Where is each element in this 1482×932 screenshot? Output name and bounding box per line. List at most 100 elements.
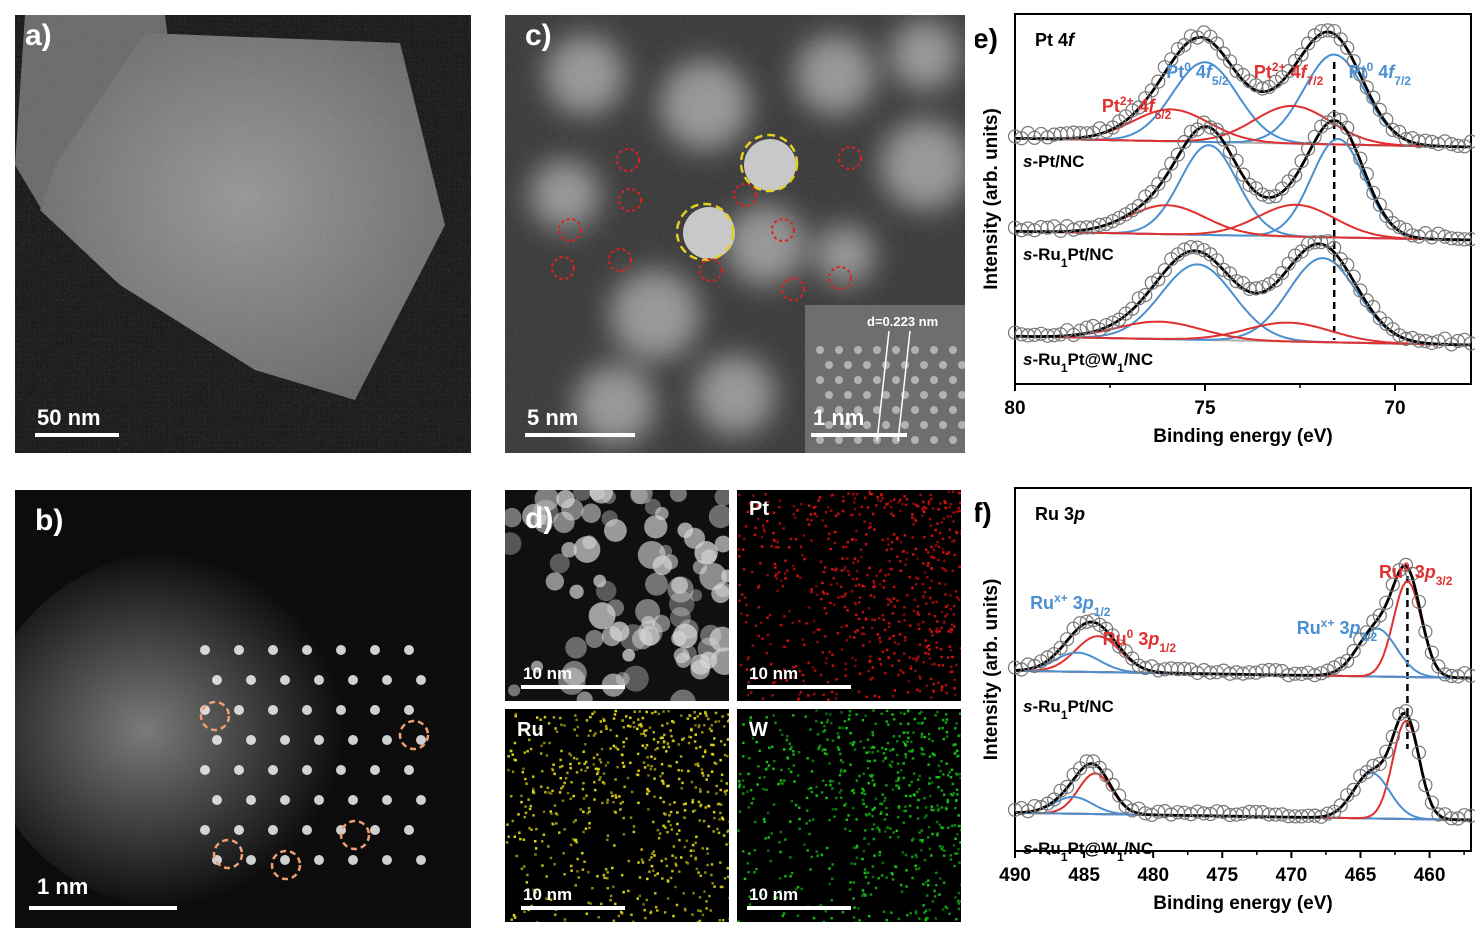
eds-pixel — [716, 827, 719, 831]
eds-pixel — [589, 715, 592, 719]
eds-pixel — [912, 837, 915, 840]
eds-pixel — [760, 621, 763, 624]
eds-pixel — [917, 721, 920, 725]
eds-pixel — [829, 713, 832, 716]
eds-pixel — [823, 606, 826, 610]
eds-pixel — [683, 816, 686, 819]
eds-pixel — [583, 762, 586, 765]
eds-pixel — [789, 770, 793, 774]
raw-data-point — [1366, 185, 1381, 200]
eds-pixel — [875, 574, 879, 578]
eds-pixel — [639, 722, 643, 726]
eds-pixel — [838, 773, 842, 777]
eds-pixel — [662, 824, 665, 828]
eds-pixel — [792, 764, 796, 767]
eds-pixel — [753, 533, 757, 537]
eds-pixel — [821, 590, 825, 593]
eds-pixel — [662, 800, 665, 804]
raw-data-point — [1307, 129, 1322, 144]
eds-pixel — [897, 784, 901, 788]
eds-pixel — [916, 806, 919, 809]
eds-pixel — [710, 743, 713, 747]
eds-pixel — [741, 850, 745, 853]
eds-pixel — [749, 716, 753, 719]
eds-pixel — [540, 840, 544, 843]
eds-pixel — [909, 667, 913, 670]
eds-pixel — [904, 636, 907, 639]
eds-pixel — [587, 806, 591, 810]
eds-pixel — [921, 507, 924, 510]
raw-data-point — [1248, 281, 1264, 296]
eds-pixel — [890, 540, 894, 544]
eds-pixel — [958, 491, 961, 495]
eds-pixel — [841, 910, 845, 914]
eds-pixel — [935, 871, 938, 875]
lattice-atom — [302, 825, 312, 835]
raw-data-point — [1059, 632, 1075, 647]
raw-data-point — [1170, 147, 1185, 162]
eds-pixel — [745, 700, 748, 701]
eds-pixel — [922, 596, 925, 599]
eds-pixel — [746, 693, 750, 697]
eds-pixel — [858, 513, 861, 516]
haadf-blob — [565, 636, 587, 659]
eds-pixel — [938, 531, 942, 535]
x-tick-label: 475 — [1206, 865, 1238, 886]
eds-pixel — [534, 847, 538, 850]
eds-pixel — [620, 910, 623, 914]
eds-pixel — [776, 589, 779, 593]
map-w-element-label: W — [749, 719, 768, 741]
eds-pixel — [838, 782, 841, 785]
eds-pixel — [852, 916, 856, 919]
eds-pixel — [835, 582, 838, 585]
lattice-atom — [234, 645, 244, 655]
map-ru-element-label: Ru — [517, 719, 544, 741]
raw-data-point — [1372, 608, 1387, 623]
raw-data-point — [1320, 23, 1335, 38]
eds-pixel — [771, 745, 774, 749]
eds-pixel — [609, 747, 612, 750]
eds-pixel — [638, 894, 642, 898]
inset-atom — [911, 376, 919, 384]
panel-a-haadf-image: a) 50 nm — [15, 15, 471, 453]
eds-pixel — [891, 612, 894, 615]
eds-pixel — [835, 796, 838, 800]
eds-pixel — [863, 496, 867, 500]
eds-pixel — [793, 676, 796, 679]
eds-pixel — [738, 810, 742, 813]
eds-pixel — [941, 537, 945, 541]
eds-pixel — [847, 814, 850, 817]
eds-pixel — [807, 661, 810, 665]
eds-pixel — [662, 812, 666, 815]
lattice-atom — [416, 855, 426, 865]
raw-data-point — [1424, 335, 1439, 350]
eds-pixel — [902, 549, 905, 553]
eds-pixel — [638, 710, 641, 713]
raw-data-point — [1209, 804, 1224, 819]
eds-pixel — [792, 512, 795, 516]
eds-pixel — [928, 847, 932, 851]
eds-pixel — [675, 832, 679, 836]
raw-data-point — [1327, 660, 1342, 675]
eds-pixel — [924, 918, 928, 922]
eds-pixel — [545, 754, 549, 757]
eds-pixel — [917, 623, 920, 626]
eds-pixel — [749, 788, 753, 792]
eds-pixel — [938, 727, 941, 730]
eds-pixel — [904, 563, 907, 567]
eds-pixel — [839, 768, 843, 772]
eds-pixel — [855, 844, 859, 848]
eds-pixel — [614, 796, 618, 799]
eds-pixel — [575, 734, 579, 737]
eds-pixel — [862, 746, 866, 750]
eds-pixel — [848, 714, 851, 717]
haadf-blob — [710, 647, 729, 675]
eds-pixel — [903, 712, 906, 716]
eds-pixel — [892, 533, 896, 536]
eds-pixel — [947, 630, 950, 633]
eds-pixel — [650, 764, 653, 768]
eds-pixel — [669, 764, 672, 768]
eds-pixel — [879, 568, 883, 572]
eds-pixel — [805, 809, 809, 812]
eds-pixel — [955, 663, 958, 667]
